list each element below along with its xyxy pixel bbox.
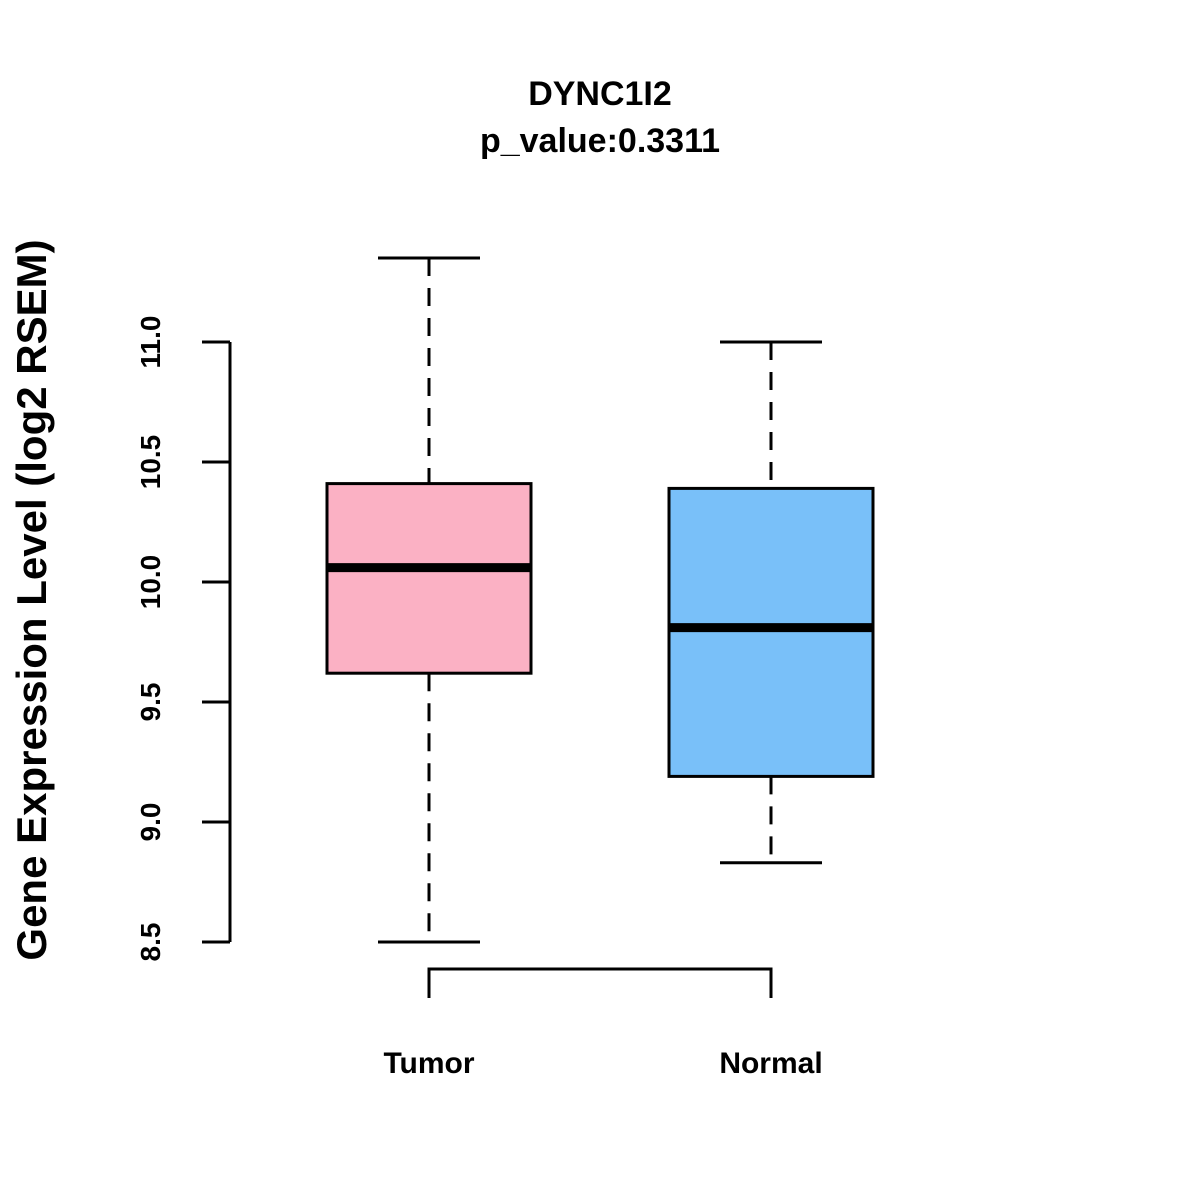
- y-tick-label: 10.5: [135, 435, 166, 490]
- y-axis: 8.5 9.0 9.5 10.0 10.5 11.0: [135, 316, 232, 962]
- box-normal: [667, 340, 875, 865]
- y-tick-label: 11.0: [135, 316, 166, 369]
- comparison-bracket: [427, 967, 773, 998]
- iqr-box: [325, 482, 533, 675]
- chart-subtitle: p_value:0.3311: [480, 122, 720, 160]
- x-category-label: Normal: [719, 1047, 822, 1080]
- y-tick-label: 8.5: [135, 923, 166, 962]
- y-axis-label: Gene Expression Level (log2 RSEM): [8, 239, 55, 960]
- bracket-line: [427, 967, 773, 998]
- y-tick-label: 10.0: [135, 555, 166, 610]
- x-axis-labels: Tumor Normal: [383, 1047, 822, 1080]
- y-tick-label: 9.5: [135, 683, 166, 722]
- y-tick-label: 9.0: [135, 803, 166, 842]
- box-tumor: [325, 256, 533, 944]
- boxes-group: [325, 256, 875, 944]
- x-category-label: Tumor: [383, 1047, 474, 1080]
- iqr-box: [667, 486, 875, 778]
- chart-title: DYNC1I2: [528, 75, 672, 113]
